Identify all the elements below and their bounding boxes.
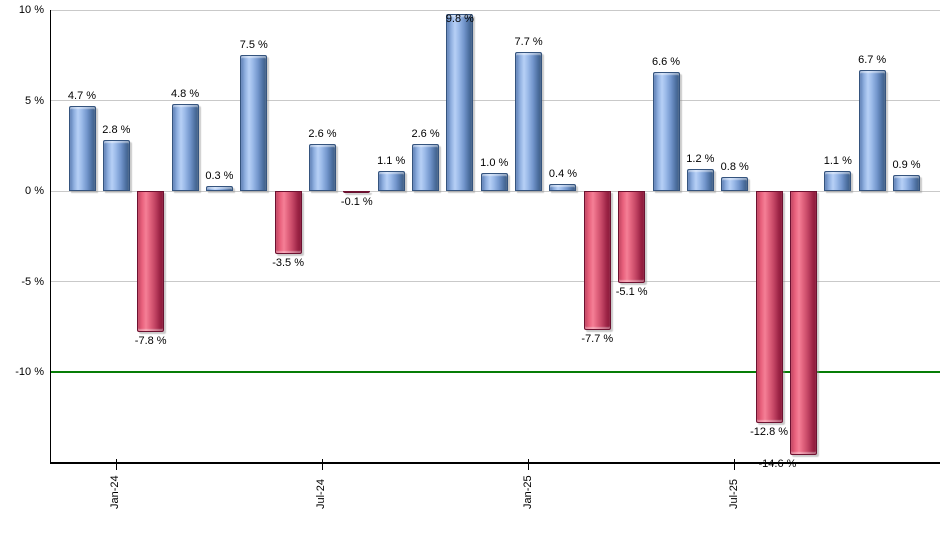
bar[interactable]: [205, 185, 233, 191]
bar-value-label: -3.5 %: [272, 257, 305, 270]
bar[interactable]: [549, 183, 577, 191]
bar[interactable]: [412, 143, 440, 191]
gridline: [51, 100, 940, 101]
bar[interactable]: [721, 176, 749, 191]
bar-value-label: 0.3 %: [205, 169, 234, 182]
bar[interactable]: [824, 171, 852, 191]
bar-value-label: 1.1 %: [823, 155, 852, 168]
x-axis-tick-label: Jan-25: [521, 475, 534, 509]
bar[interactable]: [377, 171, 405, 191]
plot-area: 4.7 % 2.8 % -7.8 % 4.8 % 0.3 % 7.5 % -3.5 % 2.6…: [50, 9, 940, 470]
y-axis-tick-label: 0 %: [25, 185, 44, 197]
bar[interactable]: [308, 143, 336, 191]
bar[interactable]: [343, 191, 371, 193]
bar[interactable]: [240, 55, 268, 191]
bar-value-label: 0.8 %: [720, 160, 749, 173]
reference-line: [51, 371, 940, 373]
y-axis-tick-label: -10 %: [15, 366, 44, 378]
gridline: [51, 190, 940, 192]
x-axis-tick: [734, 459, 736, 470]
bar-value-label: 7.5 %: [239, 39, 268, 52]
bar-value-label: 6.7 %: [858, 53, 887, 66]
bar-value-label: 2.6 %: [308, 127, 337, 140]
bar-value-label: 4.8 %: [170, 88, 200, 101]
bar-value-label: 4.7 %: [67, 89, 97, 102]
bar-value-label: 1.2 %: [686, 153, 715, 166]
bar[interactable]: [171, 104, 199, 191]
bar[interactable]: [137, 191, 165, 333]
bar[interactable]: [755, 191, 783, 423]
gridline: [51, 281, 940, 282]
y-axis-tick-label: 5 %: [25, 94, 44, 107]
bar[interactable]: [68, 105, 96, 191]
bar-value-label: 2.8 %: [102, 124, 131, 137]
bar-value-label: 6.6 %: [651, 55, 681, 68]
x-axis-tick: [528, 459, 530, 470]
bar-value-label: -7.8 %: [134, 335, 167, 348]
x-axis-tick-label: Jul-24: [315, 479, 328, 509]
bar-value-label: 1.0 %: [480, 156, 509, 169]
bar[interactable]: [652, 71, 680, 191]
bar-value-label: -0.1 %: [340, 195, 373, 208]
bar[interactable]: [618, 191, 646, 284]
bar[interactable]: [789, 191, 817, 456]
bar-value-label: -12.8 %: [750, 425, 789, 438]
bar-value-label: 1.1 %: [377, 155, 406, 168]
y-axis-tick-label: -5 %: [21, 275, 44, 288]
bar-value-label: 7.7 %: [514, 35, 543, 48]
bar-value-label: -5.1 %: [615, 286, 648, 299]
x-axis-tick: [115, 459, 117, 470]
bar-value-label: 0.4 %: [548, 167, 578, 180]
x-axis-tick-label: Jan-24: [109, 475, 122, 509]
bar-value-label: 0.9 %: [892, 158, 921, 171]
bar[interactable]: [858, 69, 886, 191]
bar[interactable]: [893, 174, 921, 191]
bar[interactable]: [686, 169, 714, 191]
bar[interactable]: [102, 140, 130, 191]
bar[interactable]: [515, 51, 543, 191]
bar[interactable]: [480, 172, 508, 191]
bar-value-label: -14.6 %: [758, 458, 797, 471]
x-axis-tick-label: Jul-25: [727, 479, 740, 509]
bar-value-label: 9.8 %: [445, 12, 474, 25]
y-axis-tick-label: 10 %: [18, 4, 44, 16]
x-axis-tick: [321, 459, 323, 470]
bar-value-label: -7.7 %: [581, 333, 614, 346]
bar[interactable]: [583, 191, 611, 331]
gridline: [51, 9, 940, 11]
bar[interactable]: [274, 191, 302, 255]
bar[interactable]: [446, 13, 474, 191]
bar-value-label: 2.6 %: [411, 127, 440, 140]
